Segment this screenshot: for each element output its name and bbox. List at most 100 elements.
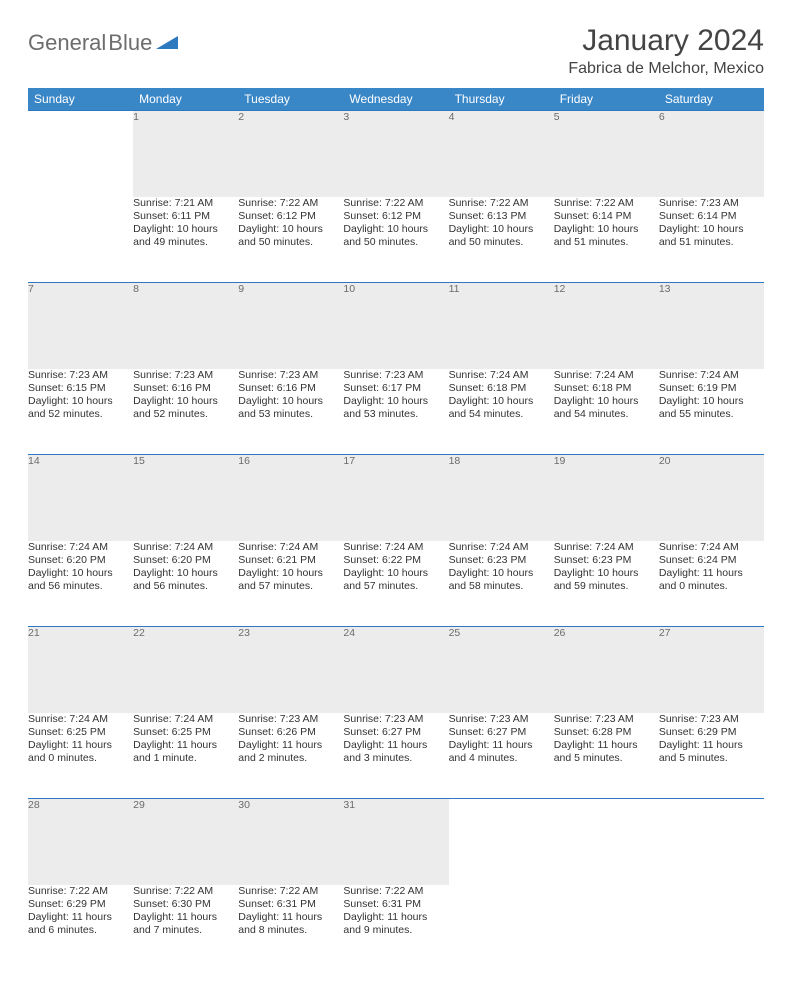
day-header: Monday — [133, 88, 238, 111]
day-content-cell: Sunrise: 7:23 AMSunset: 6:16 PMDaylight:… — [133, 369, 238, 455]
day-number-cell: 25 — [449, 627, 554, 713]
day-number-cell: 11 — [449, 283, 554, 369]
day-sunrise-text: Sunrise: 7:24 AM — [133, 541, 238, 554]
day-d2-text: and 50 minutes. — [238, 236, 343, 249]
day-number-cell: 15 — [133, 455, 238, 541]
day-d1-text: Daylight: 10 hours — [238, 395, 343, 408]
day-number-cell: 7 — [28, 283, 133, 369]
day-number-cell: 20 — [659, 455, 764, 541]
day-number-cell: 13 — [659, 283, 764, 369]
day-sunset-text: Sunset: 6:14 PM — [554, 210, 659, 223]
day-sunset-text: Sunset: 6:27 PM — [343, 726, 448, 739]
day-sunset-text: Sunset: 6:29 PM — [28, 898, 133, 911]
day-sunrise-text: Sunrise: 7:22 AM — [28, 885, 133, 898]
month-title: January 2024 — [568, 24, 764, 58]
day-d1-text: Daylight: 10 hours — [449, 567, 554, 580]
day-sunset-text: Sunset: 6:24 PM — [659, 554, 764, 567]
day-d2-text: and 51 minutes. — [659, 236, 764, 249]
day-sunrise-text: Sunrise: 7:23 AM — [133, 369, 238, 382]
day-d1-text: Daylight: 10 hours — [238, 567, 343, 580]
day-sunset-text: Sunset: 6:16 PM — [133, 382, 238, 395]
day-number-cell: 8 — [133, 283, 238, 369]
day-sunrise-text: Sunrise: 7:24 AM — [343, 541, 448, 554]
day-d1-text: Daylight: 11 hours — [133, 911, 238, 924]
day-sunset-text: Sunset: 6:11 PM — [133, 210, 238, 223]
day-d1-text: Daylight: 11 hours — [449, 739, 554, 752]
day-header: Sunday — [28, 88, 133, 111]
day-d2-text: and 56 minutes. — [28, 580, 133, 593]
day-sunrise-text: Sunrise: 7:23 AM — [343, 369, 448, 382]
week-content-row: Sunrise: 7:23 AMSunset: 6:15 PMDaylight:… — [28, 369, 764, 455]
day-content-cell: Sunrise: 7:23 AMSunset: 6:26 PMDaylight:… — [238, 713, 343, 799]
day-sunrise-text: Sunrise: 7:23 AM — [659, 713, 764, 726]
day-sunrise-text: Sunrise: 7:24 AM — [133, 713, 238, 726]
day-sunrise-text: Sunrise: 7:22 AM — [554, 197, 659, 210]
day-d1-text: Daylight: 10 hours — [133, 223, 238, 236]
day-sunrise-text: Sunrise: 7:21 AM — [133, 197, 238, 210]
day-d2-text: and 4 minutes. — [449, 752, 554, 765]
day-sunrise-text: Sunrise: 7:22 AM — [133, 885, 238, 898]
week-content-row: Sunrise: 7:22 AMSunset: 6:29 PMDaylight:… — [28, 885, 764, 971]
day-number-cell: 2 — [238, 111, 343, 197]
day-d2-text: and 5 minutes. — [554, 752, 659, 765]
day-d1-text: Daylight: 10 hours — [554, 223, 659, 236]
day-content-cell: Sunrise: 7:24 AMSunset: 6:21 PMDaylight:… — [238, 541, 343, 627]
day-d1-text: Daylight: 11 hours — [28, 739, 133, 752]
day-sunset-text: Sunset: 6:25 PM — [28, 726, 133, 739]
week-content-row: Sunrise: 7:24 AMSunset: 6:25 PMDaylight:… — [28, 713, 764, 799]
day-content-cell: Sunrise: 7:24 AMSunset: 6:19 PMDaylight:… — [659, 369, 764, 455]
day-number-cell — [659, 799, 764, 885]
day-sunrise-text: Sunrise: 7:24 AM — [449, 541, 554, 554]
day-sunset-text: Sunset: 6:12 PM — [238, 210, 343, 223]
day-sunrise-text: Sunrise: 7:22 AM — [343, 885, 448, 898]
day-number-cell: 1 — [133, 111, 238, 197]
day-d2-text: and 1 minute. — [133, 752, 238, 765]
day-number-cell — [554, 799, 659, 885]
day-sunset-text: Sunset: 6:20 PM — [28, 554, 133, 567]
day-sunset-text: Sunset: 6:25 PM — [133, 726, 238, 739]
day-d1-text: Daylight: 11 hours — [659, 567, 764, 580]
title-block: January 2024 Fabrica de Melchor, Mexico — [568, 24, 764, 78]
day-content-cell: Sunrise: 7:22 AMSunset: 6:12 PMDaylight:… — [238, 197, 343, 283]
day-number-cell: 4 — [449, 111, 554, 197]
day-d2-text: and 5 minutes. — [659, 752, 764, 765]
day-d1-text: Daylight: 11 hours — [238, 911, 343, 924]
week-daynum-row: 21222324252627 — [28, 627, 764, 713]
day-sunset-text: Sunset: 6:29 PM — [659, 726, 764, 739]
day-content-cell: Sunrise: 7:22 AMSunset: 6:31 PMDaylight:… — [238, 885, 343, 971]
day-d1-text: Daylight: 11 hours — [554, 739, 659, 752]
day-d2-text: and 52 minutes. — [28, 408, 133, 421]
day-header: Wednesday — [343, 88, 448, 111]
day-d1-text: Daylight: 10 hours — [28, 567, 133, 580]
day-sunset-text: Sunset: 6:17 PM — [343, 382, 448, 395]
day-d1-text: Daylight: 10 hours — [449, 223, 554, 236]
day-content-cell: Sunrise: 7:21 AMSunset: 6:11 PMDaylight:… — [133, 197, 238, 283]
day-sunset-text: Sunset: 6:16 PM — [238, 382, 343, 395]
day-d1-text: Daylight: 10 hours — [343, 395, 448, 408]
day-sunrise-text: Sunrise: 7:23 AM — [554, 713, 659, 726]
day-content-cell: Sunrise: 7:24 AMSunset: 6:18 PMDaylight:… — [449, 369, 554, 455]
day-d2-text: and 51 minutes. — [554, 236, 659, 249]
day-content-cell: Sunrise: 7:24 AMSunset: 6:23 PMDaylight:… — [554, 541, 659, 627]
day-d2-text: and 54 minutes. — [449, 408, 554, 421]
day-content-cell: Sunrise: 7:24 AMSunset: 6:20 PMDaylight:… — [28, 541, 133, 627]
day-sunrise-text: Sunrise: 7:23 AM — [28, 369, 133, 382]
day-sunset-text: Sunset: 6:27 PM — [449, 726, 554, 739]
day-number-cell: 28 — [28, 799, 133, 885]
day-d2-text: and 7 minutes. — [133, 924, 238, 937]
day-sunrise-text: Sunrise: 7:24 AM — [554, 541, 659, 554]
week-daynum-row: 123456 — [28, 111, 764, 197]
day-sunset-text: Sunset: 6:30 PM — [133, 898, 238, 911]
day-content-cell: Sunrise: 7:23 AMSunset: 6:28 PMDaylight:… — [554, 713, 659, 799]
day-sunset-text: Sunset: 6:18 PM — [554, 382, 659, 395]
day-content-cell: Sunrise: 7:23 AMSunset: 6:14 PMDaylight:… — [659, 197, 764, 283]
day-number-cell: 18 — [449, 455, 554, 541]
day-number-cell: 27 — [659, 627, 764, 713]
day-content-cell: Sunrise: 7:23 AMSunset: 6:16 PMDaylight:… — [238, 369, 343, 455]
day-content-cell: Sunrise: 7:24 AMSunset: 6:22 PMDaylight:… — [343, 541, 448, 627]
day-sunset-text: Sunset: 6:21 PM — [238, 554, 343, 567]
day-d2-text: and 57 minutes. — [238, 580, 343, 593]
day-sunset-text: Sunset: 6:20 PM — [133, 554, 238, 567]
day-d1-text: Daylight: 11 hours — [28, 911, 133, 924]
day-d1-text: Daylight: 11 hours — [343, 739, 448, 752]
